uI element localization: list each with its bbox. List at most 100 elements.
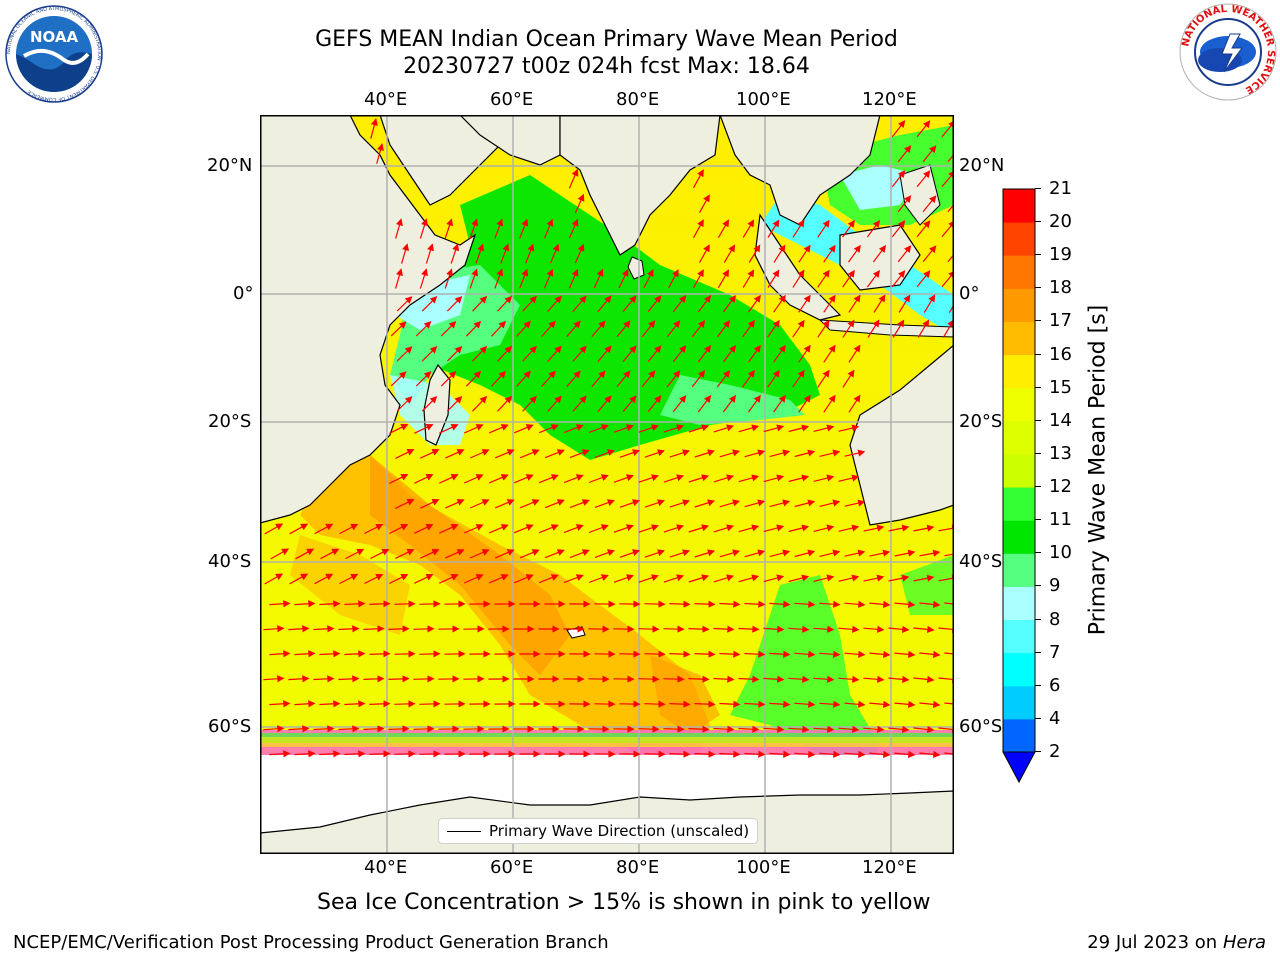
wave-direction-arrow bbox=[794, 549, 816, 558]
wave-direction-arrow bbox=[395, 449, 415, 459]
colorbar-band bbox=[1003, 420, 1035, 455]
wave-direction-arrow bbox=[942, 319, 954, 338]
wave-direction-arrow bbox=[541, 370, 556, 387]
wave-direction-arrow bbox=[888, 524, 910, 532]
wave-direction-arrow bbox=[263, 625, 285, 633]
wave-direction-arrow bbox=[713, 424, 735, 433]
wave-direction-arrow bbox=[440, 321, 457, 337]
wave-direction-arrow bbox=[390, 371, 407, 387]
colorbar-tick-label: 9 bbox=[1035, 575, 1060, 596]
wave-direction-arrow bbox=[844, 499, 866, 507]
wave-direction-arrow bbox=[419, 268, 428, 289]
colorbar-band bbox=[1003, 222, 1035, 256]
wave-direction-arrow bbox=[763, 625, 785, 633]
wave-direction-arrow bbox=[666, 370, 681, 388]
wave-direction-arrow bbox=[838, 675, 860, 683]
wave-direction-arrow bbox=[450, 243, 460, 264]
green-region-southeast bbox=[900, 555, 954, 615]
wave-direction-arrow bbox=[848, 244, 861, 263]
wave-direction-arrow bbox=[395, 268, 403, 289]
wave-direction-arrow bbox=[643, 269, 654, 289]
wave-direction-arrow bbox=[817, 269, 830, 288]
wave-direction-arrow bbox=[339, 573, 359, 585]
colorbar-band bbox=[1003, 586, 1035, 621]
wave-direction-arrow bbox=[769, 499, 791, 508]
wave-direction-arrow bbox=[390, 321, 407, 337]
wave-direction-arrow bbox=[563, 424, 584, 434]
wave-direction-arrow bbox=[769, 449, 791, 458]
bay-bengal-yellow bbox=[730, 165, 820, 305]
wave-direction-arrow bbox=[641, 320, 656, 338]
wave-direction-arrow bbox=[738, 574, 760, 583]
wave-direction-arrow bbox=[666, 320, 681, 338]
wave-direction-arrow bbox=[641, 370, 656, 388]
wave-direction-arrow bbox=[396, 296, 413, 312]
colorbar-band bbox=[1003, 718, 1035, 753]
wave-direction-arrow bbox=[844, 750, 866, 758]
footer-date: 29 Jul 2023 on Hera bbox=[1087, 932, 1266, 953]
wave-direction-arrow bbox=[469, 499, 490, 509]
wave-direction-arrow bbox=[415, 371, 432, 387]
wave-direction-arrow bbox=[513, 574, 534, 584]
wave-direction-arrow bbox=[594, 499, 615, 508]
wave-period-map bbox=[260, 115, 954, 854]
wave-direction-arrow bbox=[863, 675, 885, 683]
wave-direction-arrow bbox=[597, 345, 612, 363]
wave-direction-arrow bbox=[446, 346, 463, 362]
wave-direction-arrow bbox=[863, 524, 885, 532]
wave-direction-arrow bbox=[788, 474, 810, 483]
colorbar-frame bbox=[1002, 188, 1036, 753]
colorbar-band bbox=[1003, 487, 1035, 521]
wave-direction-arrow bbox=[738, 424, 760, 433]
footer-date-text: 29 Jul 2023 on bbox=[1087, 932, 1223, 953]
wave-direction-arrow bbox=[897, 145, 912, 163]
wave-direction-arrow bbox=[719, 650, 741, 658]
wave-direction-arrow bbox=[742, 269, 755, 288]
colorbar-band bbox=[1003, 255, 1035, 289]
wave-direction-arrow bbox=[594, 449, 615, 458]
wave-direction-arrow bbox=[439, 474, 459, 484]
wave-direction-arrow bbox=[363, 675, 385, 683]
wave-direction-arrow bbox=[744, 449, 766, 458]
wave-direction-arrow bbox=[769, 700, 791, 708]
wave-direction-arrow bbox=[767, 319, 780, 338]
wave-direction-arrow bbox=[698, 244, 710, 263]
lon-tick-top-80e: 80°E bbox=[616, 89, 660, 110]
wave-direction-arrow bbox=[788, 725, 810, 733]
wave-direction-arrow bbox=[344, 700, 366, 708]
wave-direction-arrow bbox=[913, 625, 935, 633]
wave-direction-arrow bbox=[916, 220, 931, 238]
wave-direction-arrow bbox=[817, 219, 830, 238]
wave-direction-arrow bbox=[522, 395, 537, 412]
chart-subtitle: 20230727 t00z 024h fcst Max: 18.64 bbox=[403, 54, 810, 79]
wave-direction-arrow bbox=[888, 675, 910, 683]
lat-tick-right-0: 0° bbox=[959, 283, 980, 304]
lon-tick-bottom-120e: 120°E bbox=[862, 857, 917, 878]
wave-direction-arrow bbox=[613, 524, 634, 533]
iran-land bbox=[459, 115, 561, 166]
lon-tick-top-40e: 40°E bbox=[364, 89, 408, 110]
wave-direction-arrow bbox=[314, 523, 334, 535]
wave-direction-arrow bbox=[364, 523, 384, 535]
wave-direction-arrow bbox=[519, 449, 540, 459]
wave-direction-arrow bbox=[938, 574, 954, 582]
wave-direction-arrow bbox=[713, 725, 735, 733]
wave-direction-arrow bbox=[694, 600, 716, 608]
wave-direction-arrow bbox=[574, 193, 585, 214]
wave-direction-arrow bbox=[688, 725, 710, 733]
wave-direction-arrow bbox=[269, 650, 291, 658]
wave-direction-arrow bbox=[644, 449, 665, 458]
wave-direction-arrow bbox=[463, 474, 484, 484]
wave-direction-arrow bbox=[419, 700, 441, 708]
wave-direction-arrow bbox=[569, 449, 590, 459]
wave-direction-arrow bbox=[794, 600, 816, 608]
colorbar-band bbox=[1003, 619, 1035, 654]
wave-direction-arrow bbox=[613, 424, 634, 433]
wave-direction-arrow bbox=[295, 548, 315, 560]
wave-direction-arrow bbox=[519, 268, 529, 289]
colorbar bbox=[1002, 188, 1036, 784]
wave-direction-arrow bbox=[401, 243, 409, 264]
wave-direction-arrow bbox=[669, 700, 691, 708]
wave-direction-arrow bbox=[713, 675, 735, 683]
sea-ice-yellow-band bbox=[260, 737, 954, 747]
